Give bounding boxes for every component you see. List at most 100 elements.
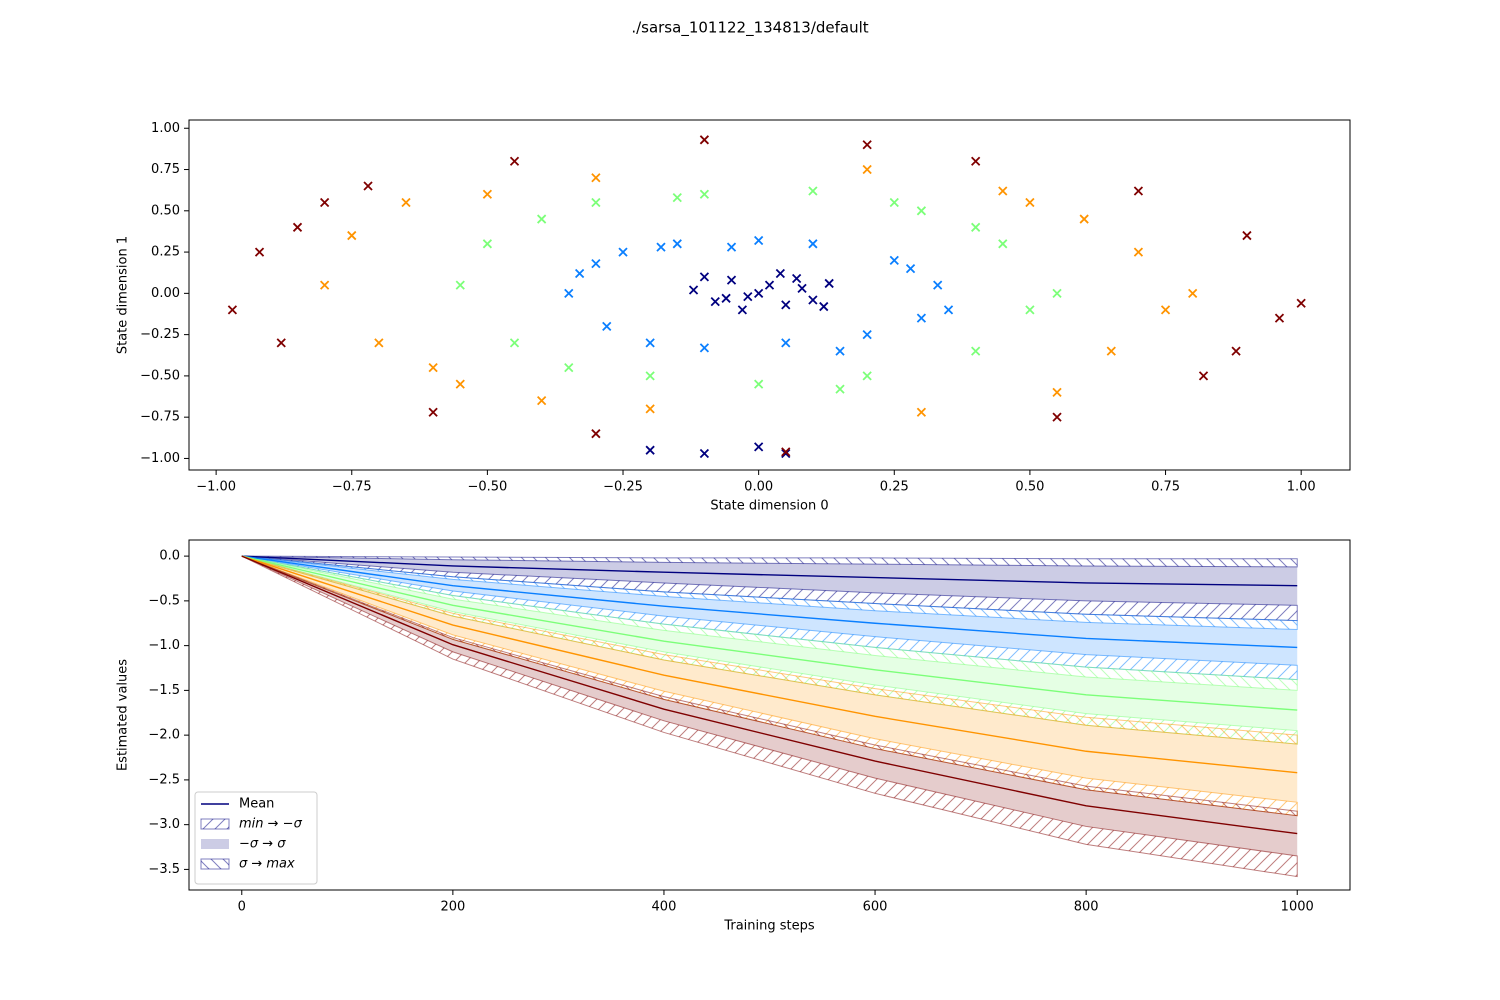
scatter-point: [699, 272, 710, 282]
x-tick-label: 0.50: [1015, 480, 1044, 495]
axes: −1.00 −0.75 −0.50 −0.25 0.00 0.25 0.50 0.75 1.00…: [116, 119, 1351, 514]
scatter-point: [591, 429, 601, 439]
scatter-point: [808, 239, 818, 249]
scatter-point: [971, 156, 981, 166]
scatter-point: [347, 230, 357, 241]
scatter-point: [862, 140, 872, 150]
x-tick-label: 200: [440, 900, 465, 915]
x-tick-label: 1.00: [1287, 480, 1316, 495]
scatter-point: [699, 189, 710, 199]
scatter-point: [835, 346, 845, 356]
scatter-point: [254, 247, 265, 257]
y-tick-label: −0.50: [140, 368, 180, 383]
scatter-point: [933, 280, 943, 290]
x-tick-label: −0.50: [467, 480, 507, 495]
scatter-point: [699, 135, 710, 145]
scatter-point: [645, 338, 655, 348]
plot-area: [241, 555, 1298, 878]
y-tick-label: −1.5: [148, 683, 180, 698]
scatter-point: [781, 448, 791, 459]
scatter-point: [645, 404, 655, 414]
scatter-point: [1106, 346, 1116, 356]
band-sigma: [241, 556, 1298, 803]
scatter-point: [710, 296, 720, 307]
scatter-point: [916, 407, 927, 417]
scatter-point: [737, 305, 748, 315]
scatter-point: [775, 268, 785, 279]
scatter-point: [1025, 305, 1035, 315]
legend-label: min → −σ: [239, 817, 303, 832]
mean-line: [241, 555, 1298, 774]
scatter-point: [1025, 197, 1035, 208]
y-axis-label: State dimension 1: [116, 236, 131, 354]
scatter-point: [754, 288, 764, 298]
scatter-point: [862, 329, 872, 340]
scatter-point: [363, 181, 373, 191]
scatter-point: [781, 300, 791, 310]
scatter-point: [1052, 288, 1062, 298]
scatter-point: [726, 275, 737, 285]
y-tick-label: 0.25: [151, 245, 180, 260]
legend-label: −σ → σ: [239, 837, 286, 852]
y-tick-label: 0.0: [159, 549, 180, 564]
figure-title: ./sarsa_101122_134813/default: [631, 19, 868, 38]
scatter-point: [971, 222, 981, 232]
legend-swatch: [201, 839, 229, 849]
axes-frame: [188, 539, 1351, 891]
scatter-point: [862, 164, 872, 175]
scatter-point: [672, 239, 682, 249]
x-axis-label: State dimension 0: [710, 499, 828, 514]
legend: Mean min → −σ −σ → σ σ → max: [194, 791, 318, 885]
x-tick-label: −1.00: [196, 480, 236, 495]
mean-line: [241, 555, 1298, 587]
scatter-point: [1160, 305, 1171, 315]
scatter-point: [401, 197, 411, 208]
scatter-point: [1133, 186, 1144, 196]
scatter-point: [998, 186, 1008, 196]
legend-swatch: [200, 818, 230, 830]
scatter-point: [889, 197, 899, 208]
scatter-point: [754, 235, 764, 246]
axes-frame: [188, 119, 1351, 471]
scatter-point: [645, 445, 655, 455]
mean-line: [241, 555, 1298, 649]
scatter-point: [1133, 247, 1144, 257]
scatter-point: [591, 197, 601, 208]
y-tick-label: −1.00: [140, 451, 180, 466]
scatter-point: [564, 288, 574, 298]
legend-label: Mean: [239, 797, 274, 812]
scatter-point: [943, 305, 954, 315]
scatter-point: [564, 363, 574, 373]
band-sigma-max: [241, 555, 1298, 631]
y-axis-label: Estimated values: [116, 659, 131, 771]
band-sigma: [241, 556, 1298, 731]
y-tick-label: −0.25: [140, 327, 180, 342]
x-tick-label: 0: [238, 900, 246, 915]
y-tick-label: −0.5: [148, 593, 180, 608]
scatter-point: [574, 268, 585, 279]
scatter-point: [797, 283, 807, 294]
plot-area: [227, 135, 1306, 459]
scatter-point: [754, 379, 764, 389]
scatter-point: [781, 447, 791, 457]
scatter-point: [916, 206, 927, 216]
scatter-point: [537, 214, 547, 224]
y-tick-label: −3.0: [148, 817, 180, 832]
axes: 0 200 400 600 800 1000 0.0 −0.5 −1.0 −1.5 −2.0 −2.5…: [116, 539, 1351, 934]
scatter-point: [482, 239, 493, 249]
scatter-point: [1296, 298, 1306, 308]
scatter-point: [428, 363, 438, 373]
scatter-point: [656, 242, 666, 252]
scatter-point: [509, 156, 520, 166]
band-sigma: [241, 556, 1298, 666]
mean-line: [241, 555, 1298, 835]
y-tick-label: −2.5: [148, 772, 180, 787]
scatter-point: [819, 301, 829, 312]
band-sigma: [241, 556, 1298, 856]
scatter-point: [1231, 346, 1241, 356]
scatter-point: [889, 255, 899, 265]
x-tick-label: −0.25: [603, 480, 643, 495]
scatter-point: [455, 379, 465, 389]
x-tick-label: 0.75: [1151, 480, 1180, 495]
